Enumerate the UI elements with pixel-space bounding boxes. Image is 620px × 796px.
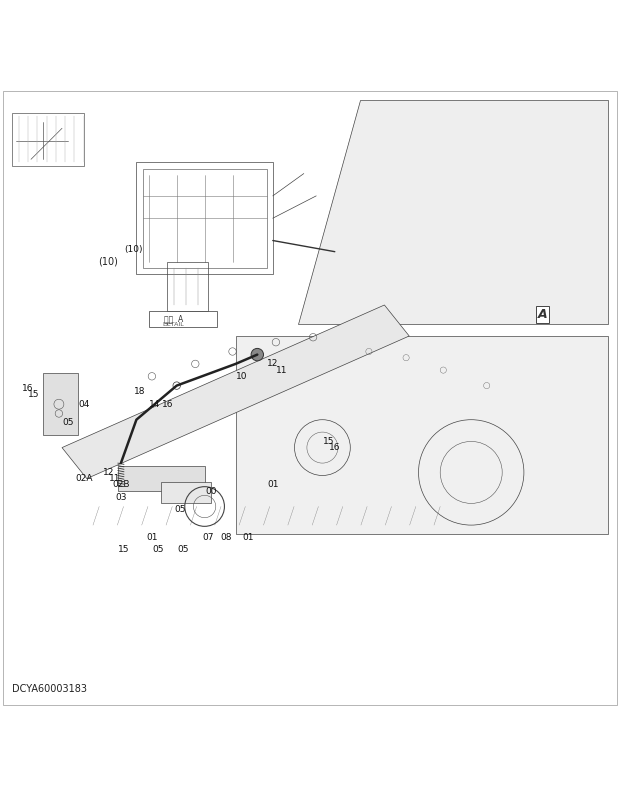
Text: 詳細  A: 詳細 A [164, 314, 184, 324]
Text: 07: 07 [202, 533, 213, 542]
Text: 05: 05 [177, 545, 188, 554]
Text: 14: 14 [149, 400, 161, 408]
Text: 05: 05 [153, 545, 164, 554]
Bar [12, 113, 84, 166]
Bar [167, 262, 208, 311]
Text: 11: 11 [109, 474, 120, 483]
Text: 15: 15 [323, 437, 334, 446]
Text: (10): (10) [124, 244, 143, 254]
Text: 02A: 02A [75, 474, 92, 483]
Text: 04: 04 [78, 400, 89, 408]
Text: 00: 00 [205, 486, 216, 495]
Text: 01: 01 [267, 480, 278, 490]
Text: 16: 16 [162, 400, 173, 408]
Polygon shape [298, 100, 608, 324]
Text: 01: 01 [146, 533, 157, 542]
Text: 18: 18 [134, 388, 145, 396]
Circle shape [251, 349, 264, 361]
Polygon shape [62, 305, 409, 478]
Text: 05: 05 [63, 419, 74, 427]
Text: 11: 11 [277, 365, 288, 375]
Text: 16: 16 [329, 443, 340, 452]
Text: 01: 01 [242, 533, 254, 542]
Polygon shape [236, 336, 608, 534]
Text: 12: 12 [267, 360, 278, 369]
Text: 10: 10 [236, 372, 247, 380]
Text: 05: 05 [174, 505, 185, 514]
Bar [118, 466, 205, 491]
Text: A: A [538, 308, 547, 321]
Bar [161, 482, 211, 503]
Text: 12: 12 [103, 468, 114, 477]
Text: 08: 08 [221, 533, 232, 542]
Text: 02B: 02B [112, 480, 130, 490]
Text: (10): (10) [98, 256, 118, 267]
Text: 15: 15 [118, 545, 130, 554]
Text: DCYA60003183: DCYA60003183 [12, 685, 87, 694]
Text: DETAIL: DETAIL [162, 322, 185, 327]
Bar [143, 169, 267, 267]
Bar [149, 311, 217, 326]
Bar [43, 373, 78, 435]
Bar [136, 162, 273, 274]
Text: 03: 03 [115, 493, 126, 501]
Text: 16: 16 [22, 384, 33, 393]
Text: 15: 15 [29, 390, 40, 400]
